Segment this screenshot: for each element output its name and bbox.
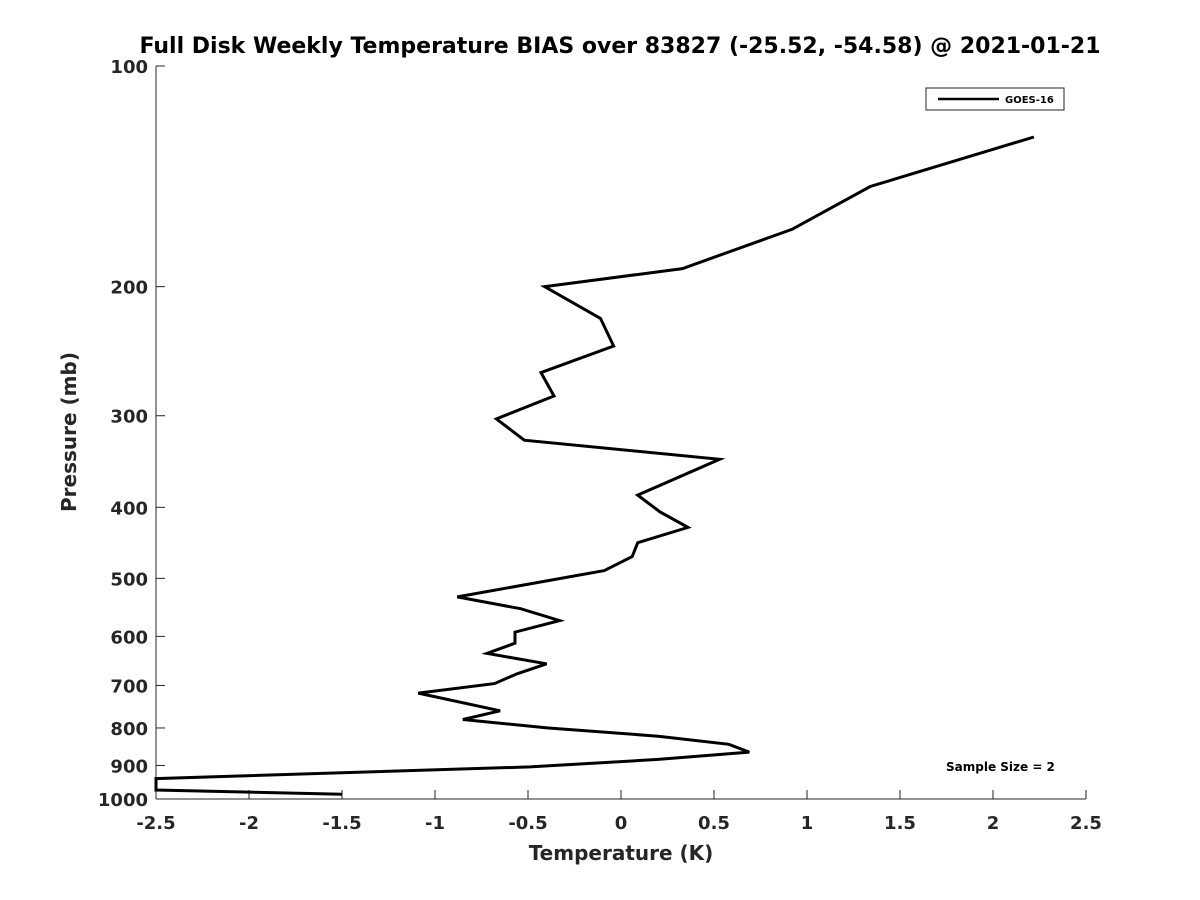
y-tick-label: 400: [110, 498, 148, 519]
x-tick-label: -1: [425, 813, 445, 834]
y-tick-label: 500: [110, 569, 148, 590]
y-axis-label: Pressure (mb): [57, 352, 81, 512]
x-tick-label: -0.5: [508, 813, 547, 834]
y-tick-label: 100: [110, 57, 148, 78]
legend-label-goes-16: GOES-16: [1005, 95, 1054, 106]
sample-size-annotation: Sample Size = 2: [946, 760, 1055, 774]
legend: GOES-16: [925, 87, 1065, 111]
y-tick-label: 600: [110, 627, 148, 648]
x-tick-label: 1: [801, 813, 814, 834]
series-line-goes-16: [154, 135, 1035, 796]
x-tick-label: 1.5: [884, 813, 916, 834]
x-tick-label: -2.5: [136, 813, 175, 834]
x-ticks: -2.5 -2 -1.5 -1 -0.5 0 0.5 1 1.5 2 2.5: [136, 790, 1102, 834]
y-ticks: 100 200 300 400 500 600 700 800 900 1000: [98, 57, 165, 811]
x-tick-label: -1.5: [322, 813, 361, 834]
x-tick-label: -2: [239, 813, 259, 834]
chart-title: Full Disk Weekly Temperature BIAS over 8…: [139, 34, 1100, 59]
x-axis-label: Temperature (K): [529, 841, 714, 865]
x-tick-label: 2: [987, 813, 1000, 834]
series-layer: [154, 135, 1035, 796]
y-tick-label: 700: [110, 676, 148, 697]
y-tick-label: 200: [110, 278, 148, 299]
x-tick-label: 0.5: [698, 813, 730, 834]
y-tick-label: 800: [110, 719, 148, 740]
y-tick-label: 900: [110, 756, 148, 777]
y-tick-label: 1000: [98, 790, 148, 811]
x-tick-label: 2.5: [1070, 813, 1102, 834]
x-tick-label: 0: [615, 813, 628, 834]
y-tick-label: 300: [110, 407, 148, 428]
